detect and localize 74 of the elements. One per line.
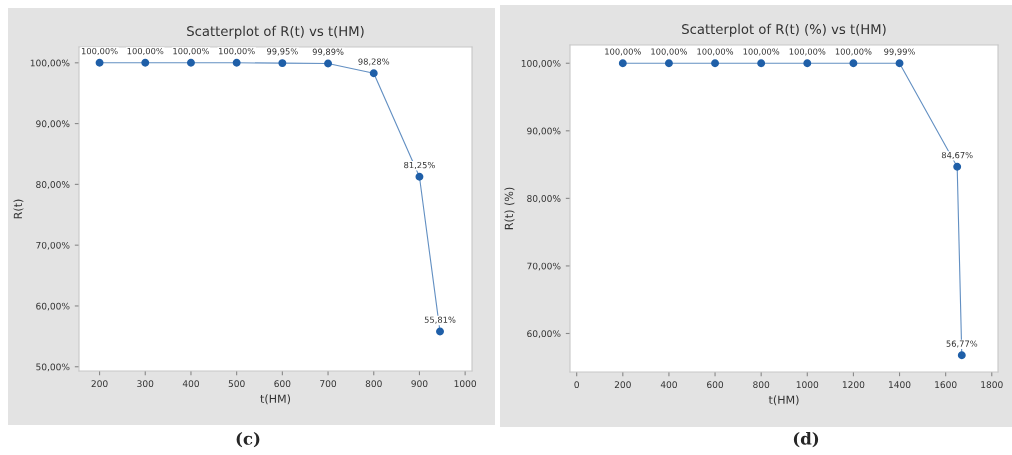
text: (c) — [236, 431, 260, 448]
point — [953, 162, 962, 171]
data-label: 100,00% — [219, 47, 255, 56]
point — [957, 351, 966, 360]
x-tick-label: 1000 — [796, 381, 819, 389]
x-tick-label: 1800 — [981, 381, 1003, 389]
data-label: 100,00% — [127, 47, 164, 56]
point — [187, 58, 195, 67]
y-tick-label: 70,00% — [36, 241, 70, 250]
data-label: 99,95% — [266, 48, 298, 56]
point — [803, 59, 812, 68]
point — [232, 58, 241, 67]
y-axis-title: R(t) (%) — [504, 187, 515, 230]
x-tick-label: 300 — [137, 380, 154, 388]
x-tick-label: 1000 — [454, 380, 477, 388]
data-label: 55,81% — [424, 316, 456, 324]
x-tick-label: 600 — [707, 381, 724, 389]
data-label: 100,00% — [789, 48, 826, 56]
y-tick-label: 60,00% — [36, 302, 70, 311]
point — [711, 59, 720, 68]
data-label: 100,00% — [173, 47, 210, 56]
y-tick-label: 100,00% — [521, 59, 561, 68]
data-label: 100,00% — [81, 47, 118, 56]
y-tick-label: 80,00% — [527, 195, 561, 203]
x-axis-title: t(HM) — [260, 394, 291, 405]
point — [895, 59, 904, 68]
x-tick-label: 800 — [753, 381, 770, 389]
x-tick-label: 400 — [660, 381, 677, 389]
point — [324, 59, 333, 68]
point — [278, 59, 287, 68]
data-label: 56,77% — [946, 340, 978, 348]
data-label: 84,67% — [941, 151, 973, 160]
x-tick-label: 900 — [411, 380, 428, 388]
x-tick-label: 200 — [91, 380, 108, 388]
y-axis-title: R(t) — [13, 199, 24, 219]
x-tick-label: 700 — [320, 380, 337, 388]
y-tick-label: 90,00% — [36, 120, 70, 129]
y-tick-label: 90,00% — [527, 127, 561, 136]
point — [95, 58, 104, 67]
point — [369, 69, 378, 78]
data-label: 100,00% — [835, 48, 872, 56]
data-label: 100,00% — [743, 48, 780, 56]
x-tick-label: 400 — [182, 380, 199, 388]
y-tick-label: 70,00% — [527, 262, 561, 271]
point — [618, 59, 627, 68]
data-label: 98,28% — [358, 58, 390, 66]
x-tick-label: 800 — [365, 380, 382, 388]
x-tick-label: 0 — [574, 381, 579, 389]
x-tick-label: 200 — [614, 381, 631, 389]
text: (d) — [793, 431, 819, 448]
y-tick-label: 80,00% — [36, 181, 70, 189]
data-label: 99,99% — [884, 48, 915, 56]
point — [141, 58, 150, 67]
y-tick-label: 100,00% — [30, 59, 70, 68]
point — [415, 172, 424, 181]
chart-title: Scatterplot of R(t) vs t(HM) — [187, 25, 364, 39]
data-label: 100,00% — [605, 48, 641, 56]
chart-title: Scatterplot of R(t) (%) vs t(HM) — [682, 23, 886, 37]
x-tick-label: 500 — [228, 380, 245, 388]
data-label: 100,00% — [651, 48, 688, 56]
point — [757, 59, 766, 68]
x-tick-label: 1600 — [935, 381, 957, 389]
data-label: 81,25% — [404, 161, 435, 170]
data-label: 99,89% — [312, 48, 344, 56]
point — [436, 327, 444, 336]
data-label: 100,00% — [697, 48, 734, 56]
x-tick-label: 600 — [274, 380, 291, 388]
y-tick-label: 60,00% — [527, 330, 561, 338]
point — [849, 59, 858, 68]
point — [664, 59, 673, 68]
y-tick-label: 50,00% — [36, 363, 70, 372]
x-tick-label: 1400 — [889, 381, 911, 389]
x-tick-label: 1200 — [842, 381, 865, 389]
x-axis-title: t(HM) — [768, 395, 799, 406]
